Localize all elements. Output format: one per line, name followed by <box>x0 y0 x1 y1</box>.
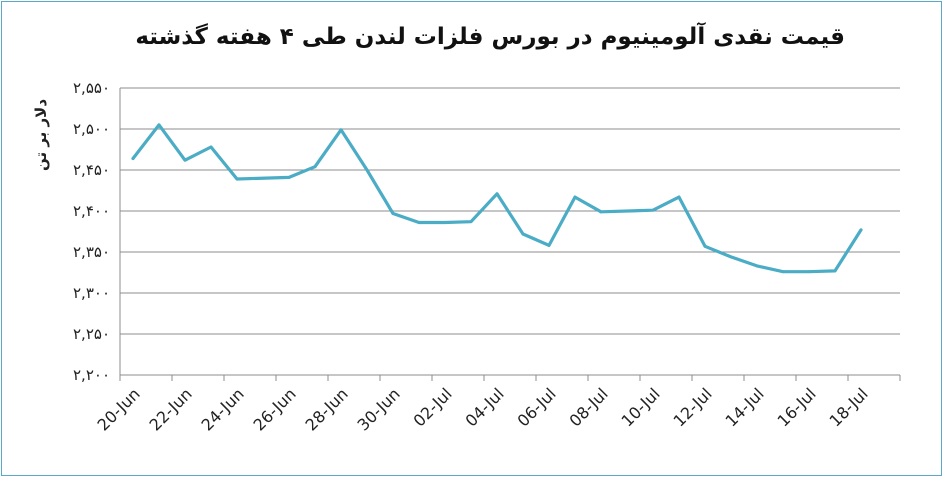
x-tick-label-12-Jul: 12-Jul <box>670 384 716 430</box>
y-tick-label-2200: ۲,۲۰۰ <box>73 366 110 384</box>
data-point <box>313 165 317 169</box>
data-point <box>677 195 681 199</box>
y-tick-label-2250: ۲,۲۵۰ <box>73 325 110 343</box>
data-point <box>651 208 655 212</box>
data-point <box>833 269 837 273</box>
y-tick-label-2450: ۲,۴۵۰ <box>73 161 110 179</box>
data-point <box>183 158 187 162</box>
y-tick-label-2350: ۲,۳۵۰ <box>73 243 110 261</box>
x-tick-label-30-Jun: 30-Jun <box>354 384 404 434</box>
x-tick-label-28-Jun: 28-Jun <box>302 384 352 434</box>
data-point <box>547 244 551 247</box>
data-point <box>469 220 473 224</box>
data-point <box>703 244 707 248</box>
x-tick-label-24-Jun: 24-Jun <box>198 384 248 434</box>
data-point <box>339 128 343 132</box>
data-point <box>235 177 239 181</box>
data-point <box>131 157 135 160</box>
data-point <box>573 195 577 199</box>
x-tick-label-08-Jul: 08-Jul <box>566 384 612 430</box>
data-point <box>495 192 499 196</box>
data-point <box>729 255 733 259</box>
data-point <box>391 212 395 215</box>
data-point <box>365 168 369 172</box>
x-tick-label-22-Jun: 22-Jun <box>146 384 196 434</box>
y-tick-label-2400: ۲,۴۰۰ <box>73 202 110 220</box>
data-point <box>209 145 213 149</box>
data-point <box>443 221 447 224</box>
x-tick-label-02-Jul: 02-Jul <box>410 384 456 430</box>
data-point <box>287 175 291 179</box>
x-tick-label-16-Jul: 16-Jul <box>774 384 820 430</box>
data-point <box>755 264 759 268</box>
data-point <box>599 210 603 214</box>
y-tick-labels: ۲,۲۰۰ ۲,۲۵۰ ۲,۳۰۰ ۲,۳۵۰ ۲,۴۰۰ ۲,۴۵۰ ۲,۵۰۰ ۲,۵۵۰ <box>73 79 110 384</box>
x-tick-label-20-Jun: 20-Jun <box>94 384 144 434</box>
data-point <box>157 123 161 127</box>
x-tick-label-06-Jul: 06-Jul <box>514 384 560 430</box>
chart-title: قیمت نقدی آلومینیوم در بورس فلزات لندن ط… <box>135 24 845 50</box>
data-point <box>859 228 863 232</box>
x-tick-label-04-Jul: 04-Jul <box>462 384 508 430</box>
series-line-0 <box>131 123 863 274</box>
y-tick-label-2550: ۲,۵۵۰ <box>73 79 110 97</box>
data-point <box>417 221 421 224</box>
y-tick-label-2300: ۲,۳۰۰ <box>73 284 110 302</box>
x-tick-label-26-Jun: 26-Jun <box>250 384 300 434</box>
data-point <box>807 270 811 274</box>
data-point <box>521 232 525 236</box>
x-tick-labels: 20-Jun 22-Jun 24-Jun 26-Jun 28-Jun 30-Jun 02-J… <box>94 384 872 434</box>
x-tick-label-18-Jul: 18-Jul <box>826 384 872 430</box>
series-layer <box>131 123 863 274</box>
x-tick-label-14-Jul: 14-Jul <box>722 384 768 430</box>
data-point <box>781 270 785 274</box>
grid-lines <box>120 87 900 335</box>
axes <box>119 88 901 381</box>
y-tick-label-2500: ۲,۵۰۰ <box>73 120 110 138</box>
x-tick-label-10-Jul: 10-Jul <box>618 384 664 430</box>
